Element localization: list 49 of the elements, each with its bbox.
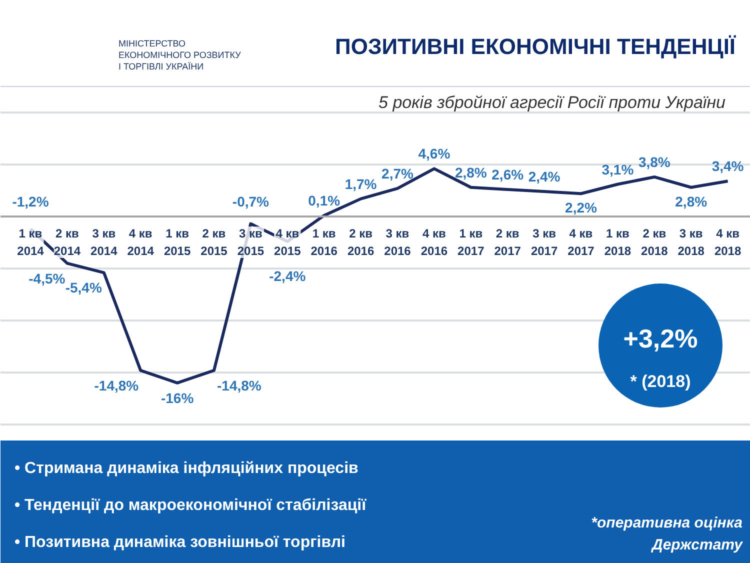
data-label: -14,8%	[217, 377, 262, 394]
x-tick-label: 4 кв 2018	[714, 226, 742, 258]
x-tick-label: 4 кв 2014	[127, 226, 154, 258]
data-label: -1,2%	[12, 194, 50, 210]
data-label: 2,7%	[382, 165, 414, 182]
data-label: 4,6%	[418, 146, 451, 162]
x-tick-label: 3 кв 2018	[678, 226, 705, 258]
data-label: -14,8%	[94, 377, 140, 394]
data-label: 3,1%	[602, 161, 634, 178]
x-tick-label: 3 кв 2015	[237, 226, 264, 258]
x-tick-label: 3 кв 2017	[530, 226, 558, 258]
x-tick-label: 3 кв 2016	[384, 226, 412, 258]
text: • Тенденції до макроекономічної стабілізації	[14, 497, 367, 514]
x-tick-label: 1 кв 2014	[17, 226, 44, 258]
x-tick-label: 1 кв 2018	[604, 226, 632, 258]
data-label: 3,4%	[712, 158, 744, 174]
text: • Стримана динаміка інфляційних процесів	[14, 460, 359, 477]
annotation: +3,2%	[623, 324, 698, 354]
x-tick-label: 2 кв 2015	[200, 226, 228, 258]
data-label: -4,5%	[28, 270, 66, 286]
x-tick-label: 2 кв 2014	[54, 226, 81, 258]
text: • Позитивна динаміка зовнішньої торгівлі	[14, 534, 346, 551]
data-label: -16%	[160, 390, 194, 406]
chart-title: ПОЗИТИВНІ ЕКОНОМІЧНІ ТЕНДЕНЦІЇ	[335, 34, 736, 59]
data-label: -2,4%	[269, 268, 306, 284]
x-tick-label: 3 кв 2014	[90, 226, 118, 258]
x-tick-label: 1 кв 2015	[164, 226, 191, 258]
annotation: * (2018)	[630, 372, 691, 391]
data-label: 2,4%	[528, 168, 561, 185]
x-tick-label: 1 кв 2016	[310, 226, 338, 258]
x-tick-label: 4 кв 2015	[274, 226, 302, 258]
x-tick-label: 2 кв 2016	[347, 226, 374, 258]
data-label: 0,1%	[308, 192, 341, 208]
x-tick-label: 2 кв 2017	[494, 226, 522, 258]
chart-subtitle: 5 років збройної агресії Росії проти України	[378, 93, 726, 112]
data-label: 2,8%	[454, 164, 488, 180]
x-tick-label: 4 кв 2017	[568, 226, 595, 258]
text: *оперативна оцінка Держстату	[591, 514, 744, 554]
x-tick-label: 2 кв 2018	[641, 226, 668, 258]
data-label: 2,2%	[565, 200, 598, 216]
text: МІНІСТЕРСТВО ЕКОНОМІЧНОГО РОЗВИТКУ І ТОРГІВЛІ УКРАЇНИ	[118, 38, 242, 72]
data-label: 1,7%	[344, 176, 378, 192]
x-tick-label: 1 кв 2017	[458, 226, 485, 258]
data-label: 2,8%	[675, 193, 708, 210]
x-tick-label: 4 кв 2016	[420, 226, 448, 258]
data-label: -5,4%	[65, 280, 102, 296]
data-label: -0,7%	[232, 194, 270, 210]
data-label: 2,6%	[492, 166, 524, 182]
data-label: 3,8%	[638, 154, 671, 170]
